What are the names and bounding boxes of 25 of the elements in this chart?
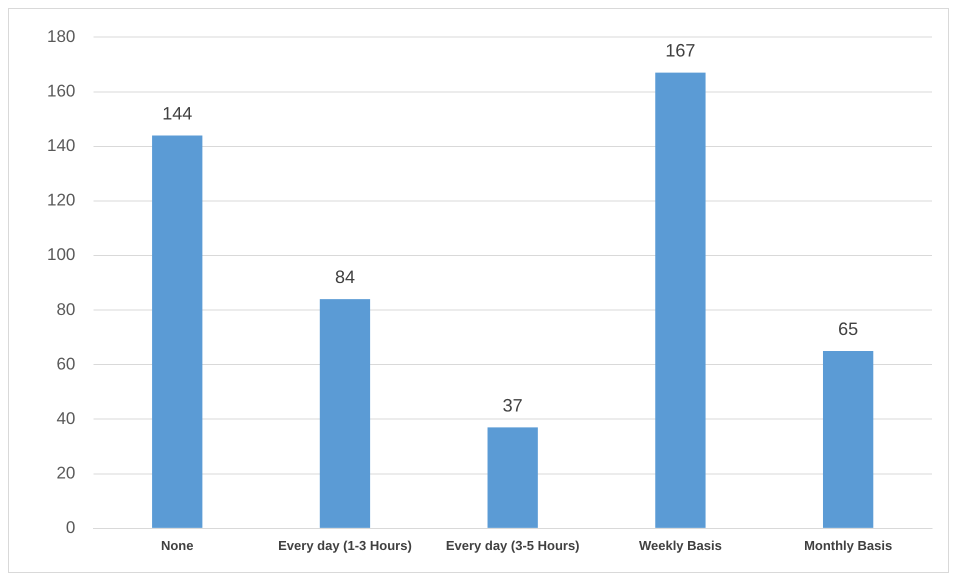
bar — [152, 135, 202, 528]
y-tick-label: 140 — [46, 136, 76, 156]
bar — [822, 351, 874, 528]
y-tick-label: 80 — [56, 300, 76, 319]
x-tick-label: Weekly Basis — [638, 538, 722, 553]
bar — [488, 427, 538, 528]
y-tick-label: 20 — [56, 464, 76, 483]
x-tick-label: Monthly Basis — [804, 538, 892, 553]
y-tick-label: 60 — [56, 354, 76, 374]
y-tick-label: 100 — [46, 245, 76, 264]
y-tick-label: 160 — [46, 81, 76, 100]
y-tick-label: 180 — [46, 26, 76, 46]
data-label: 167 — [665, 40, 696, 61]
y-tick-label: 0 — [66, 518, 76, 538]
x-tick-label: Every day (1-3 Hours) — [278, 538, 412, 553]
y-tick-label: 120 — [46, 190, 76, 210]
data-label: 84 — [334, 267, 355, 288]
data-label: 37 — [502, 395, 523, 416]
y-tick-label: 40 — [56, 408, 76, 428]
bar — [320, 299, 370, 528]
bar — [655, 72, 706, 528]
x-tick-label: Every day (3-5 Hours) — [446, 538, 580, 553]
data-label: 65 — [838, 318, 858, 339]
data-label: 144 — [162, 103, 192, 124]
x-tick-label: None — [160, 538, 194, 553]
